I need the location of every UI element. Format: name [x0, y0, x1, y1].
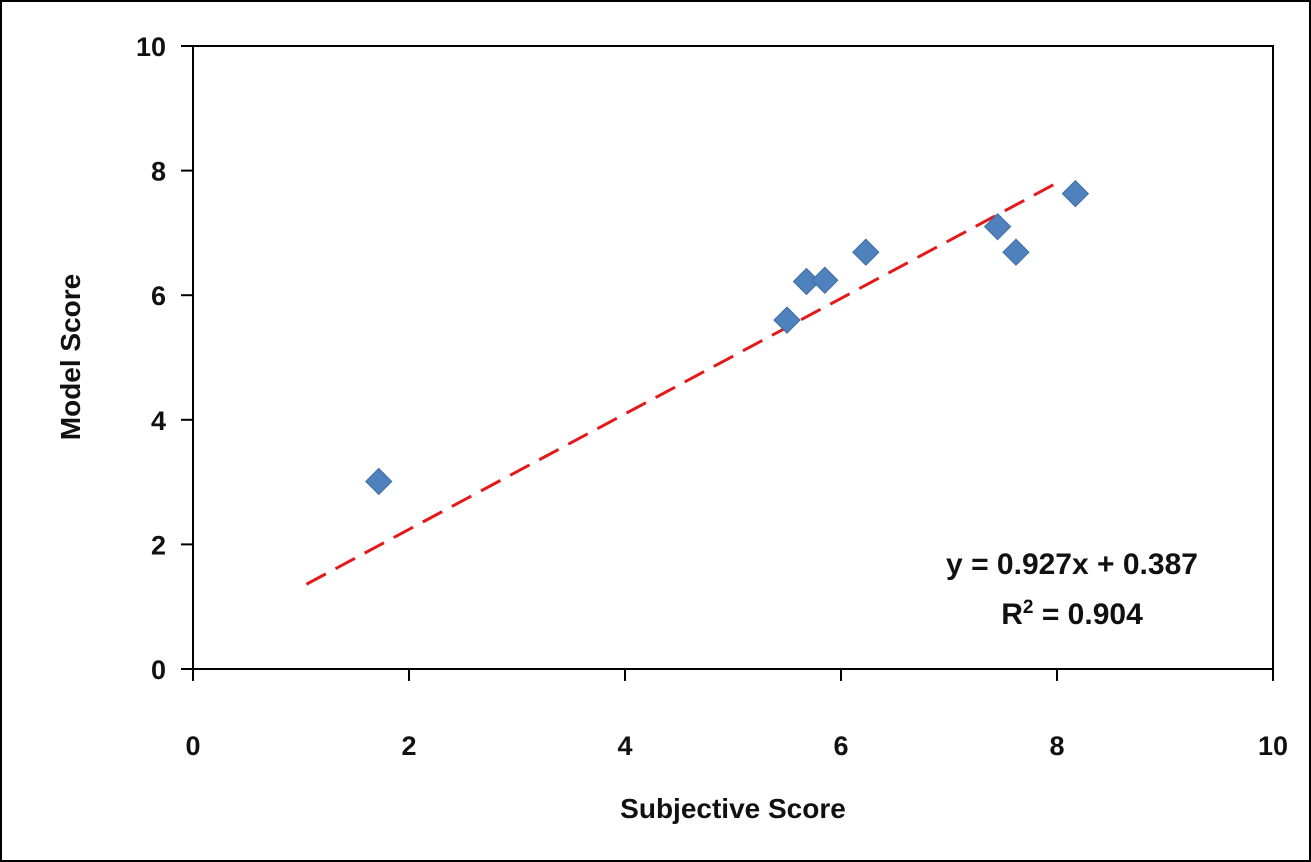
- y-tick-label: 8: [151, 157, 166, 187]
- x-tick-label: 8: [1049, 731, 1064, 761]
- data-point-marker: [1002, 238, 1030, 266]
- r-squared-superscript: 2: [1023, 597, 1034, 618]
- trendline-layer: [305, 178, 1064, 586]
- data-point-marker: [811, 266, 839, 294]
- y-tick-label: 2: [151, 530, 166, 560]
- x-tick-label: 4: [617, 731, 632, 761]
- x-tick-label: 2: [401, 731, 416, 761]
- y-tick-label: 6: [151, 281, 166, 311]
- y-tick-label: 10: [136, 32, 166, 62]
- r-squared-value: = 0.904: [1033, 598, 1143, 631]
- y-axis-title: Model Score: [55, 274, 86, 440]
- x-tick-label: 10: [1258, 731, 1288, 761]
- y-tick-label: 0: [151, 655, 166, 685]
- plot-area: [192, 45, 1274, 670]
- r-squared-label: R2 = 0.904: [1001, 597, 1143, 631]
- x-tick-label: 6: [833, 731, 848, 761]
- x-axis-title: Subjective Score: [620, 793, 846, 824]
- data-point-marker: [773, 306, 801, 334]
- r-squared-symbol: R: [1001, 598, 1023, 631]
- trendline-equation: y = 0.927x + 0.387: [946, 548, 1198, 581]
- x-tick-label: 0: [185, 731, 200, 761]
- trendline: [305, 178, 1064, 586]
- data-point-marker: [365, 467, 393, 496]
- data-point-marker: [852, 238, 880, 266]
- x-axis-ticks: 0 2 4 6 8 10: [185, 669, 1288, 761]
- axes: [192, 45, 1274, 670]
- y-tick-label: 4: [151, 406, 166, 436]
- y-axis-ticks: 0 2 4 6 8 10: [136, 32, 193, 685]
- data-point-marker: [1061, 179, 1090, 208]
- data-point-marker: [983, 212, 1012, 241]
- data-points: [365, 179, 1090, 496]
